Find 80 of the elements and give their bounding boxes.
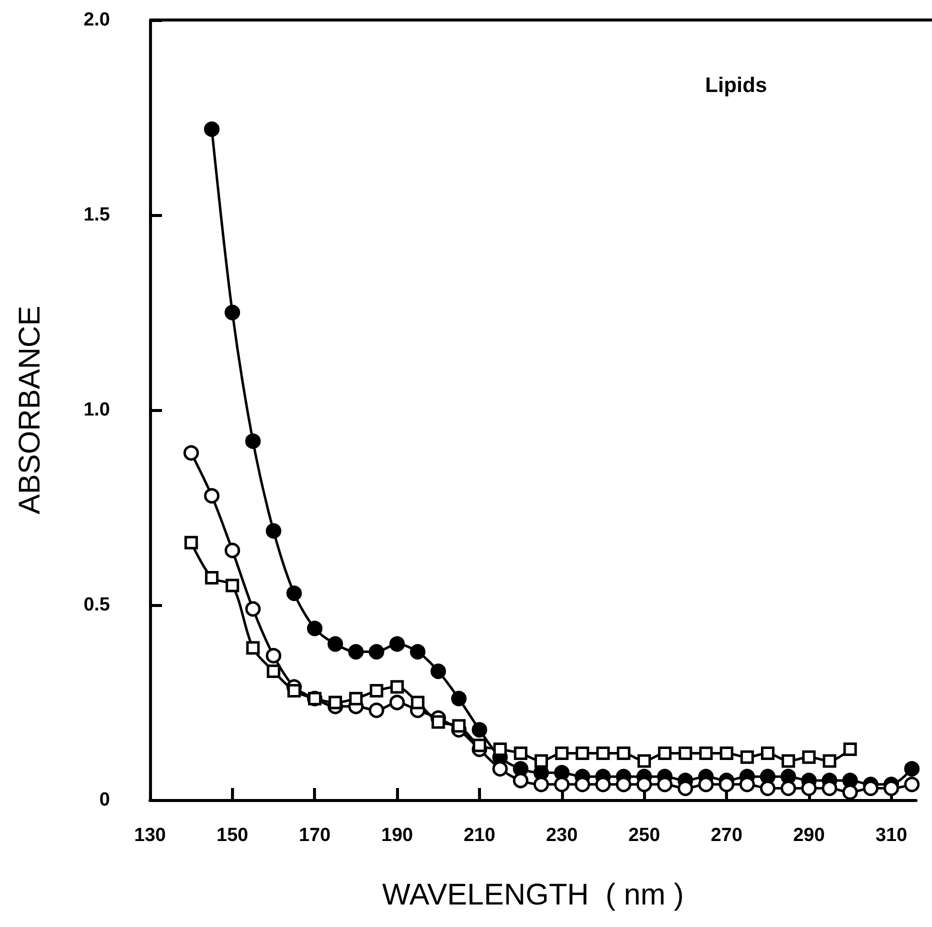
point xyxy=(740,750,754,764)
point xyxy=(512,772,528,788)
point xyxy=(368,644,384,660)
point xyxy=(555,746,569,760)
x-tick-label: 290 xyxy=(793,825,825,846)
point xyxy=(554,776,570,792)
point xyxy=(245,433,261,449)
point xyxy=(226,578,240,592)
x-tick-label: 150 xyxy=(216,825,248,846)
point xyxy=(349,692,363,706)
point xyxy=(678,746,692,760)
point xyxy=(596,746,610,760)
point xyxy=(266,523,282,539)
point xyxy=(410,644,426,660)
point xyxy=(637,754,651,768)
point xyxy=(306,620,322,636)
point xyxy=(451,690,467,706)
point xyxy=(699,746,713,760)
y-tick-label: 0 xyxy=(99,790,110,810)
point xyxy=(286,586,302,602)
annotation: Lipids xyxy=(705,74,768,97)
point xyxy=(472,722,488,738)
point xyxy=(184,536,198,550)
x-axis-title: WAVELENGTH ( nm ) xyxy=(382,878,684,912)
point xyxy=(760,746,774,760)
point xyxy=(904,761,920,777)
point xyxy=(205,570,219,584)
point xyxy=(410,696,424,710)
point xyxy=(576,746,590,760)
x-tick-label: 170 xyxy=(298,825,331,846)
point xyxy=(266,648,282,664)
point xyxy=(246,641,260,655)
point xyxy=(842,784,858,800)
point xyxy=(492,761,508,777)
y-axis-title: ABSORBANCE xyxy=(14,306,46,514)
point xyxy=(452,719,466,733)
x-tick-label: 270 xyxy=(710,825,742,846)
y-tick-label: 1.5 xyxy=(84,204,110,226)
point xyxy=(658,746,672,760)
point xyxy=(245,601,261,617)
point xyxy=(328,636,344,652)
x-tick-label: 190 xyxy=(381,825,413,846)
x-tick-label: 250 xyxy=(628,825,660,846)
point xyxy=(287,684,301,698)
point xyxy=(720,746,734,760)
point xyxy=(782,754,796,768)
point xyxy=(534,754,548,768)
point xyxy=(802,750,816,764)
y-tick-label: 1.0 xyxy=(84,400,110,420)
point xyxy=(534,776,549,792)
point xyxy=(780,780,796,796)
x-tick-label: 210 xyxy=(464,825,496,846)
y-tick-label: 2.0 xyxy=(84,10,110,30)
point xyxy=(904,776,920,792)
point xyxy=(389,636,405,652)
point xyxy=(183,445,199,461)
x-tick-label: 310 xyxy=(875,825,908,846)
point xyxy=(328,696,342,710)
point xyxy=(760,780,776,796)
point xyxy=(348,644,364,660)
point xyxy=(616,746,630,760)
point xyxy=(514,746,528,760)
point xyxy=(224,304,240,320)
point xyxy=(308,692,322,706)
point xyxy=(266,664,280,678)
point xyxy=(370,684,384,698)
x-tick-label: 230 xyxy=(546,825,578,846)
point xyxy=(472,738,486,752)
point xyxy=(390,680,404,694)
point xyxy=(368,702,384,718)
point xyxy=(224,542,240,558)
point xyxy=(822,754,836,768)
point xyxy=(843,742,857,756)
point xyxy=(389,694,405,710)
x-tick-label: 130 xyxy=(134,825,166,846)
point xyxy=(204,121,220,137)
point xyxy=(204,488,220,504)
point xyxy=(430,664,446,680)
y-tick-label: 0.5 xyxy=(84,594,110,616)
point xyxy=(432,715,446,729)
